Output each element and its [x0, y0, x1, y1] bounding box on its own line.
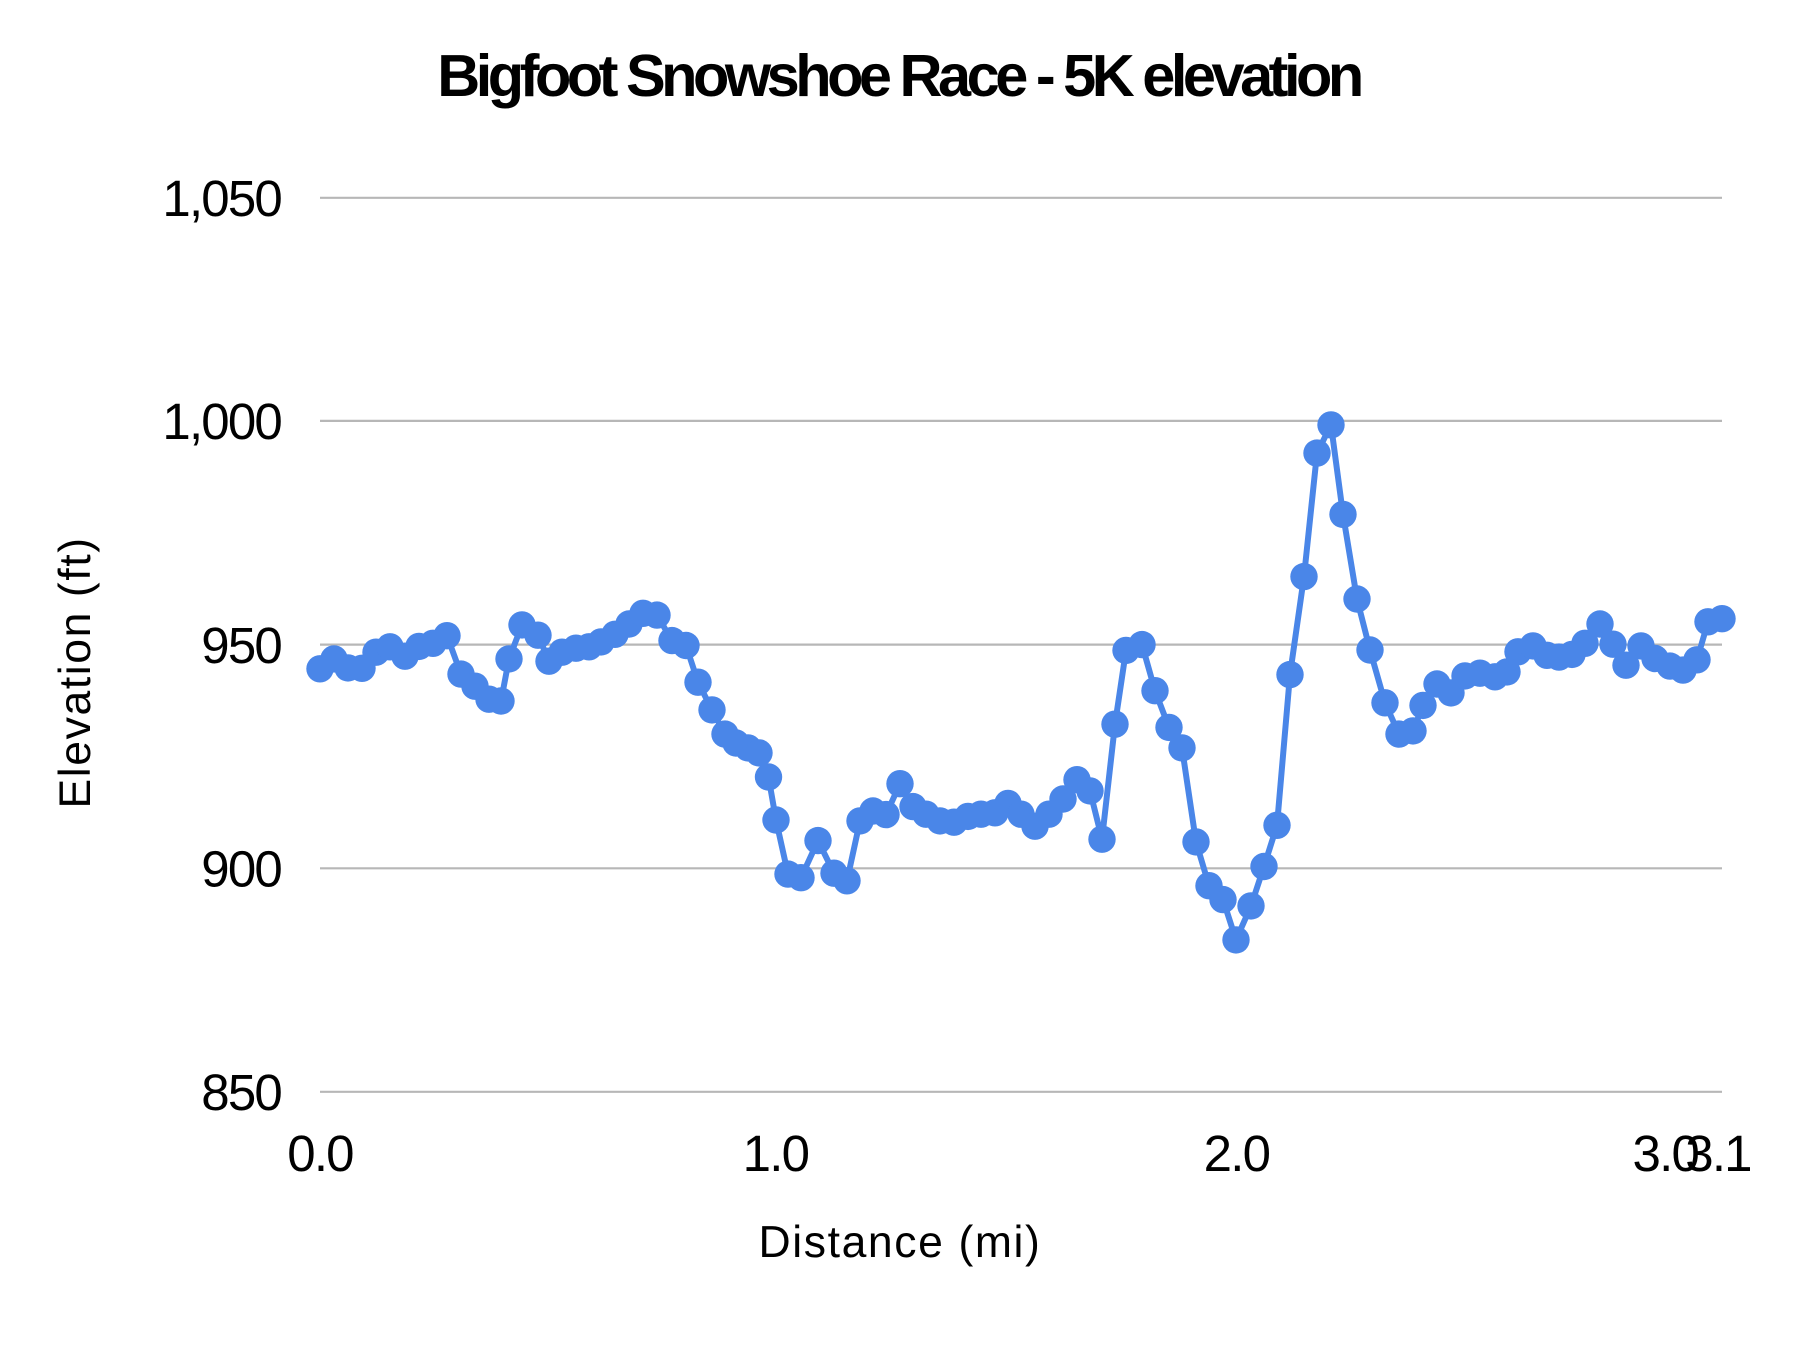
svg-text:3.0: 3.0 [1633, 1125, 1699, 1182]
svg-text:950: 950 [201, 617, 281, 674]
svg-text:Elevation (ft): Elevation (ft) [51, 536, 100, 808]
svg-text:Distance (mi): Distance (mi) [759, 1218, 1042, 1267]
svg-text:850: 850 [201, 1064, 281, 1121]
svg-text:1,050: 1,050 [162, 170, 281, 227]
svg-text:3.1: 3.1 [1685, 1125, 1751, 1182]
svg-text:2.0: 2.0 [1204, 1125, 1270, 1182]
svg-text:900: 900 [201, 841, 281, 898]
svg-text:Bigfoot Snowshoe Race - 5K ele: Bigfoot Snowshoe Race - 5K elevation [437, 42, 1361, 109]
svg-text:0.0: 0.0 [287, 1125, 353, 1182]
svg-text:1.0: 1.0 [743, 1125, 809, 1182]
svg-text:1,000: 1,000 [162, 393, 281, 450]
